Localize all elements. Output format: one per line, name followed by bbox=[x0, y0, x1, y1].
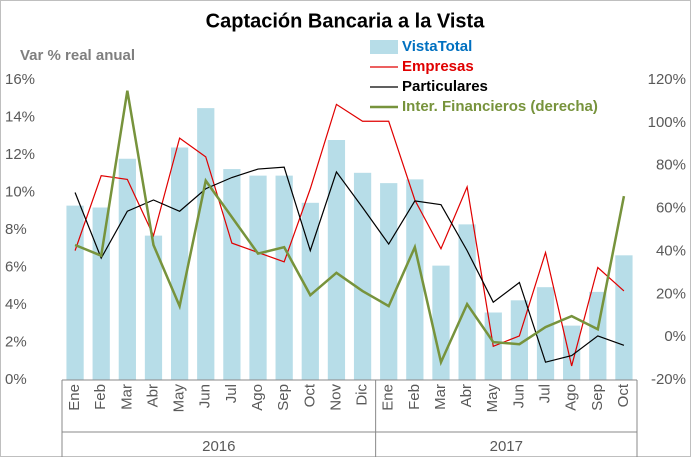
legend-label: VistaTotal bbox=[402, 38, 472, 55]
x-tick-label: Oct bbox=[301, 383, 318, 407]
bar bbox=[406, 179, 424, 380]
x-tick-group: Dic bbox=[354, 384, 371, 406]
x-tick-label: May bbox=[484, 384, 501, 413]
bar bbox=[92, 207, 110, 380]
year-label: 2017 bbox=[490, 438, 523, 455]
bar bbox=[170, 147, 189, 380]
x-tick-label: Mar bbox=[432, 384, 449, 410]
x-tick-group: Jul bbox=[536, 384, 553, 403]
x-tick-label: Jul bbox=[223, 384, 240, 403]
y-tick-label: 8% bbox=[5, 221, 27, 238]
y-tick-label: 6% bbox=[5, 258, 27, 275]
x-tick-group: Jun bbox=[197, 384, 214, 408]
x-tick-group: Jul bbox=[223, 384, 240, 403]
bar bbox=[223, 169, 241, 380]
x-tick-label: Jun bbox=[197, 384, 214, 408]
y-tick-label: 16% bbox=[5, 71, 35, 88]
x-tick-label: Nov bbox=[327, 384, 344, 411]
bar bbox=[197, 108, 215, 380]
y-tick-label: 10% bbox=[5, 183, 35, 200]
x-tick-label: Ago bbox=[563, 384, 580, 411]
x-tick-group: Ene bbox=[380, 384, 397, 411]
x-tick-group: Sep bbox=[589, 384, 606, 411]
x-tick-group: Abr bbox=[144, 384, 161, 407]
x-tick-label: Feb bbox=[92, 384, 109, 410]
x-tick-group: Mar bbox=[432, 384, 449, 410]
x-tick-group: Ene bbox=[66, 384, 83, 411]
x-tick-group: Jun bbox=[510, 384, 527, 408]
x-tick-label: Ago bbox=[249, 384, 266, 411]
x-tick-group: Feb bbox=[406, 384, 423, 410]
y-axis-label: Var % real anual bbox=[20, 47, 135, 64]
x-tick-label: Jul bbox=[536, 384, 553, 403]
y-tick-label: 2% bbox=[5, 333, 27, 350]
y-tick-label: 0% bbox=[5, 371, 27, 388]
x-tick-group: Oct bbox=[301, 383, 318, 407]
bar bbox=[615, 255, 633, 380]
x-tick-group: Ago bbox=[563, 384, 580, 411]
y-tick-label: 4% bbox=[5, 296, 27, 313]
legend-label: Inter. Financieros (derecha) bbox=[402, 98, 598, 115]
x-tick-group: Nov bbox=[327, 384, 344, 411]
x-tick-group: Oct bbox=[615, 383, 632, 407]
x-tick-group: Sep bbox=[275, 384, 292, 411]
bar bbox=[118, 158, 136, 380]
bar bbox=[301, 202, 319, 380]
bar bbox=[144, 235, 163, 380]
chart-title: Captación Bancaria a la Vista bbox=[206, 10, 486, 32]
bar bbox=[380, 183, 398, 380]
x-tick-label: Feb bbox=[406, 384, 423, 410]
legend-swatch bbox=[370, 40, 398, 54]
x-tick-group: Feb bbox=[92, 384, 109, 410]
bar bbox=[536, 287, 555, 380]
y2-tick-label: 40% bbox=[656, 242, 686, 259]
x-tick-group: May bbox=[171, 384, 188, 413]
y2-tick-label: 100% bbox=[648, 114, 686, 131]
y2-tick-label: 60% bbox=[656, 200, 686, 217]
bar bbox=[66, 205, 84, 380]
x-tick-label: Mar bbox=[118, 384, 135, 410]
y2-tick-label: 80% bbox=[656, 157, 686, 174]
bar bbox=[563, 325, 581, 380]
year-label: 2016 bbox=[202, 438, 235, 455]
bar bbox=[353, 172, 372, 380]
x-tick-label: Sep bbox=[275, 384, 292, 411]
x-tick-group: Abr bbox=[458, 384, 475, 407]
y2-tick-label: 0% bbox=[664, 328, 686, 345]
bar bbox=[249, 175, 267, 380]
x-tick-group: Ago bbox=[249, 384, 266, 411]
legend-label: Empresas bbox=[402, 58, 474, 75]
y-tick-label: 14% bbox=[5, 108, 35, 125]
legend-label: Particulares bbox=[402, 78, 488, 95]
x-tick-label: Dic bbox=[354, 384, 371, 406]
y2-tick-label: -20% bbox=[651, 371, 686, 388]
line-series bbox=[74, 90, 626, 367]
y2-tick-label: 20% bbox=[656, 285, 686, 302]
bar bbox=[327, 140, 346, 380]
bar bbox=[275, 175, 293, 380]
x-tick-label: Sep bbox=[589, 384, 606, 411]
x-tick-label: Abr bbox=[144, 384, 161, 407]
x-tick-label: Oct bbox=[615, 383, 632, 407]
line-series bbox=[74, 166, 625, 363]
y-tick-label: 12% bbox=[5, 146, 35, 163]
x-tick-label: Ene bbox=[66, 384, 83, 411]
x-tick-label: May bbox=[171, 384, 188, 413]
x-tick-label: Abr bbox=[458, 384, 475, 407]
x-tick-group: May bbox=[484, 384, 501, 413]
x-tick-label: Jun bbox=[510, 384, 527, 408]
y2-tick-label: 120% bbox=[648, 71, 686, 88]
x-tick-group: Mar bbox=[118, 384, 135, 410]
line-series bbox=[74, 103, 625, 367]
x-tick-label: Ene bbox=[380, 384, 397, 411]
